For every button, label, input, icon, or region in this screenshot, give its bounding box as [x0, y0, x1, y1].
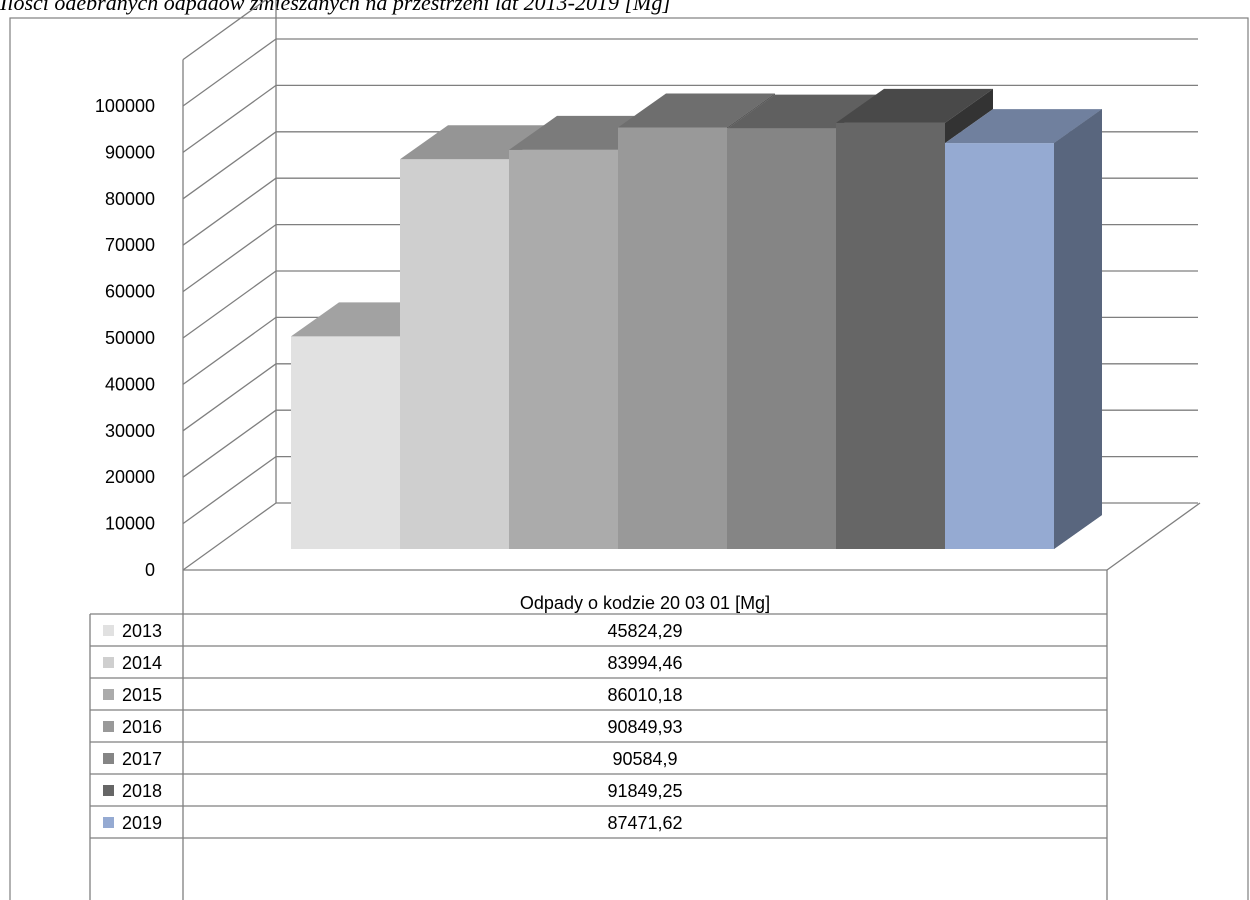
bar-top: [836, 88, 993, 123]
y-tick-label: 10000: [105, 514, 155, 534]
bar-2019: [945, 109, 1102, 549]
chart-title-strip: Ilości odebranych odpadów zmieszanych na…: [0, 0, 1250, 20]
y-tick-label: 20000: [105, 467, 155, 487]
bar-top: [618, 93, 775, 128]
data-value-label: 45824,29: [607, 621, 682, 641]
bar-front: [509, 149, 618, 549]
table-row: 2016 90849,93: [90, 717, 1107, 743]
y-axis-ticks: 0 10000 20000 30000 40000 50000 60000 70000 8000…: [95, 96, 155, 580]
data-value-label: 86010,18: [607, 685, 682, 705]
legend-year-label: 2014: [122, 653, 162, 673]
gridline-side: [182, 502, 277, 571]
table-row: 2018 91849,25: [90, 781, 1107, 807]
y-tick-label: 0: [145, 560, 155, 580]
table-row: 2014 83994,46: [90, 653, 1107, 679]
category-label: Odpady o kodzie 20 03 01 [Mg]: [520, 593, 770, 613]
bar-front: [945, 143, 1054, 549]
y-tick-label: 70000: [105, 235, 155, 255]
bars: [291, 88, 1102, 550]
gridline-side: [182, 38, 277, 107]
data-value-label: 91849,25: [607, 781, 682, 801]
legend-swatch: [103, 817, 114, 828]
bar-front: [836, 122, 945, 549]
legend-year-label: 2015: [122, 685, 162, 705]
data-table: Odpady o kodzie 20 03 01 [Mg] 2013 45824,…: [89, 570, 1108, 900]
bar-top: [945, 109, 1102, 144]
gridline-side: [182, 456, 277, 525]
chart-title: Ilości odebranych odpadów zmieszanych na…: [0, 0, 671, 15]
legend-year-label: 2013: [122, 621, 162, 641]
gridline-side: [182, 409, 277, 478]
legend-swatch: [103, 625, 114, 636]
gridline-side: [182, 177, 277, 246]
gridline-side: [182, 0, 267, 61]
gridline-side: [182, 270, 277, 339]
y-tick-label: 100000: [95, 96, 155, 116]
y-tick-label: 60000: [105, 282, 155, 302]
bar-side: [727, 93, 775, 129]
legend-year-label: 2018: [122, 781, 162, 801]
bar-front: [618, 127, 727, 549]
y-tick-label: 40000: [105, 374, 155, 394]
bar-2018: [836, 88, 993, 549]
legend-swatch: [103, 753, 114, 764]
legend-swatch: [103, 721, 114, 732]
gridline-side: [182, 224, 277, 293]
data-value-label: 83994,46: [607, 653, 682, 673]
gridline-side: [182, 316, 277, 385]
y-tick-label: 50000: [105, 328, 155, 348]
bar-2015: [509, 115, 666, 549]
gridline-side: [182, 363, 277, 432]
bar-2017: [727, 94, 884, 549]
data-value-label: 87471,62: [607, 813, 682, 833]
bar-side: [1054, 109, 1102, 549]
data-value-label: 90849,93: [607, 717, 682, 737]
y-tick-label: 80000: [105, 189, 155, 209]
table-row: 2015 86010,18: [90, 685, 1107, 711]
table-row: 2013 45824,29: [90, 621, 1107, 647]
legend-year-label: 2017: [122, 749, 162, 769]
y-tick-label: 90000: [105, 142, 155, 162]
gridline-side: [182, 84, 277, 153]
bar-side: [945, 88, 993, 144]
bar-2016: [618, 93, 775, 549]
bar-front: [727, 128, 836, 549]
table-row: 2019 87471,62: [90, 813, 1107, 839]
data-value-label: 90584,9: [612, 749, 677, 769]
table-row: 2017 90584,9: [90, 749, 1107, 775]
y-tick-label: 30000: [105, 421, 155, 441]
legend-year-label: 2019: [122, 813, 162, 833]
bar-front: [291, 336, 400, 549]
bar-front: [400, 159, 509, 550]
legend-swatch: [103, 785, 114, 796]
legend-year-label: 2016: [122, 717, 162, 737]
legend-swatch: [103, 689, 114, 700]
chart-frame: [9, 17, 1249, 900]
gridline-side: [182, 131, 277, 200]
legend-swatch: [103, 657, 114, 668]
